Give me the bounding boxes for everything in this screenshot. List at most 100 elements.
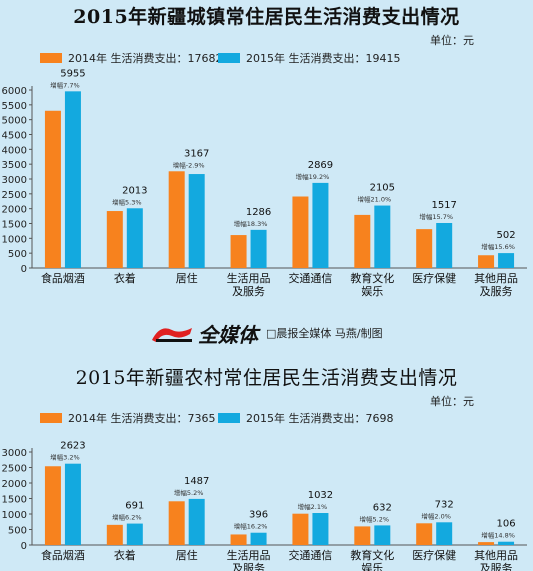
rural-bar-2014 [416, 523, 433, 545]
rural-category-label: 居住 [176, 548, 198, 562]
urban-y-tick-label: 2000 [2, 205, 27, 216]
urban-bar-2014 [230, 235, 247, 268]
rural-growth-label: 增幅2.0% [421, 511, 451, 520]
rural-y-tick-label: 500 [8, 526, 27, 537]
urban-bar-2014 [44, 110, 61, 269]
urban-chart: 0 500 1000 1500 2000 2500 3000 3500 4000 4500 5000… [2, 68, 527, 298]
urban-growth-label: 增幅19.2% [296, 172, 330, 181]
rural-category-label: 医疗保健 [412, 548, 456, 562]
rural-category-label: 衣着 [114, 548, 136, 562]
urban-category-label: 教育文化 [350, 271, 394, 285]
urban-value-label: 1517 [431, 200, 456, 211]
urban-y-tick-label: 0 [21, 264, 27, 275]
urban-bar-2015 [374, 205, 391, 268]
urban-category-label: 食品烟酒 [41, 271, 85, 285]
media-logo: 全媒体 [150, 319, 258, 348]
rural-legend-2015: 2015年 生活消费支出：7698 [218, 410, 393, 426]
rural-bar-2014 [230, 534, 247, 545]
urban-category-label: 医疗保健 [412, 271, 456, 285]
rural-bar-2014 [354, 526, 371, 545]
rural-category-label: 食品烟酒 [41, 548, 85, 562]
rural-growth-label: 增幅6.2% [112, 513, 142, 522]
rural-legend-2014-label: 2014年 生活消费支出：7365 [68, 412, 216, 425]
rural-value-label: 2623 [60, 441, 85, 452]
urban-legend-2014-label: 2014年 生活消费支出：17682 [68, 52, 223, 65]
logo-text: 全媒体 [198, 322, 258, 347]
rural-y-tick-label: 0 [21, 541, 27, 552]
urban-category-label: 衣着 [114, 271, 136, 285]
urban-category-label: 交通通信 [288, 271, 332, 285]
rural-category-label: 其他用品 [474, 549, 518, 562]
rural-bar-2015 [498, 541, 515, 545]
urban-bar-2015 [436, 222, 453, 268]
urban-y-tick-label: 5500 [2, 101, 27, 112]
urban-y-tick-label: 1000 [2, 234, 27, 245]
rural-category-label: 及服务 [480, 562, 513, 571]
rural-growth-label: 增幅5.2% [174, 488, 204, 497]
urban-bar-2014 [478, 255, 495, 268]
urban-value-label: 1286 [246, 207, 271, 218]
urban-legend-2015-label: 2015年 生活消费支出：19415 [246, 52, 401, 65]
rural-bar-2015 [436, 522, 453, 545]
urban-bar-2015 [498, 253, 515, 268]
urban-value-label: 2869 [308, 160, 333, 171]
urban-category-label: 及服务 [232, 285, 265, 298]
rural-bar-2014 [478, 542, 495, 545]
legend-swatch-2015 [218, 53, 240, 63]
urban-y-tick-label: 2500 [2, 190, 27, 201]
urban-legend-2015: 2015年 生活消费支出：19415 [218, 50, 400, 66]
urban-y-tick-label: 4000 [2, 145, 27, 156]
rural-y-tick-label: 3000 [2, 448, 27, 459]
rural-value-label: 1032 [308, 490, 333, 501]
rural-category-label: 教育文化 [350, 548, 394, 562]
urban-bar-2015 [64, 91, 81, 269]
urban-growth-label: 增幅21.0% [357, 195, 391, 204]
urban-bar-2014 [292, 196, 309, 268]
rural-value-label: 632 [373, 502, 392, 513]
rural-y-tick-label: 2500 [2, 464, 27, 475]
urban-unit-label: 单位：元 [430, 34, 474, 47]
urban-y-tick-label: 3500 [2, 160, 27, 171]
rural-unit-label: 单位：元 [430, 395, 474, 408]
legend-swatch-2014 [40, 413, 62, 423]
urban-bar-2015 [250, 229, 267, 268]
rural-bar-2015 [188, 498, 205, 545]
rural-value-label: 106 [497, 519, 516, 530]
rural-value-label: 691 [125, 501, 144, 512]
legend-swatch-2015 [218, 413, 240, 423]
rural-bar-2014 [106, 524, 123, 545]
rural-growth-label: 增幅5.2% [360, 514, 390, 523]
urban-y-tick-label: 1500 [2, 220, 27, 231]
urban-growth-label: 增幅15.7% [419, 212, 453, 221]
urban-y-tick-label: 6000 [2, 86, 27, 97]
rural-bar-2015 [312, 513, 329, 545]
urban-growth-label: 增幅15.6% [481, 242, 515, 251]
rural-legend-2015-label: 2015年 生活消费支出：7698 [246, 412, 394, 425]
urban-category-label: 娱乐 [361, 284, 383, 298]
urban-growth-label: 增幅5.3% [112, 197, 142, 206]
credit-text: □晨报全媒体 马燕/制图 [266, 327, 383, 340]
urban-category-label: 其他用品 [474, 272, 518, 285]
rural-bar-2015 [126, 523, 143, 545]
urban-bar-2015 [188, 174, 205, 268]
rural-y-tick-label: 1500 [2, 495, 27, 506]
rural-category-label: 交通通信 [288, 548, 332, 562]
rural-bar-2015 [374, 525, 391, 545]
rural-bar-2014 [292, 513, 309, 545]
urban-y-tick-label: 5000 [2, 116, 27, 127]
urban-legend-2014: 2014年 生活消费支出：17682 [40, 50, 222, 66]
urban-bar-2014 [354, 214, 371, 268]
urban-bar-2015 [126, 208, 143, 268]
rural-value-label: 396 [249, 510, 268, 521]
urban-bar-2014 [106, 211, 123, 268]
rural-bar-2015 [250, 532, 267, 545]
urban-y-tick-label: 4500 [2, 131, 27, 142]
rural-category-label: 及服务 [232, 562, 265, 571]
rural-y-tick-label: 2000 [2, 479, 27, 490]
rural-bar-2014 [168, 501, 185, 545]
urban-chart-title: 2015年新疆城镇常住居民生活消费支出情况 [73, 6, 460, 28]
urban-y-tick-label: 3000 [2, 175, 27, 186]
rural-category-label: 生活用品 [227, 548, 271, 562]
credit-strip: 全媒体 □晨报全媒体 马燕/制图 [150, 316, 470, 350]
